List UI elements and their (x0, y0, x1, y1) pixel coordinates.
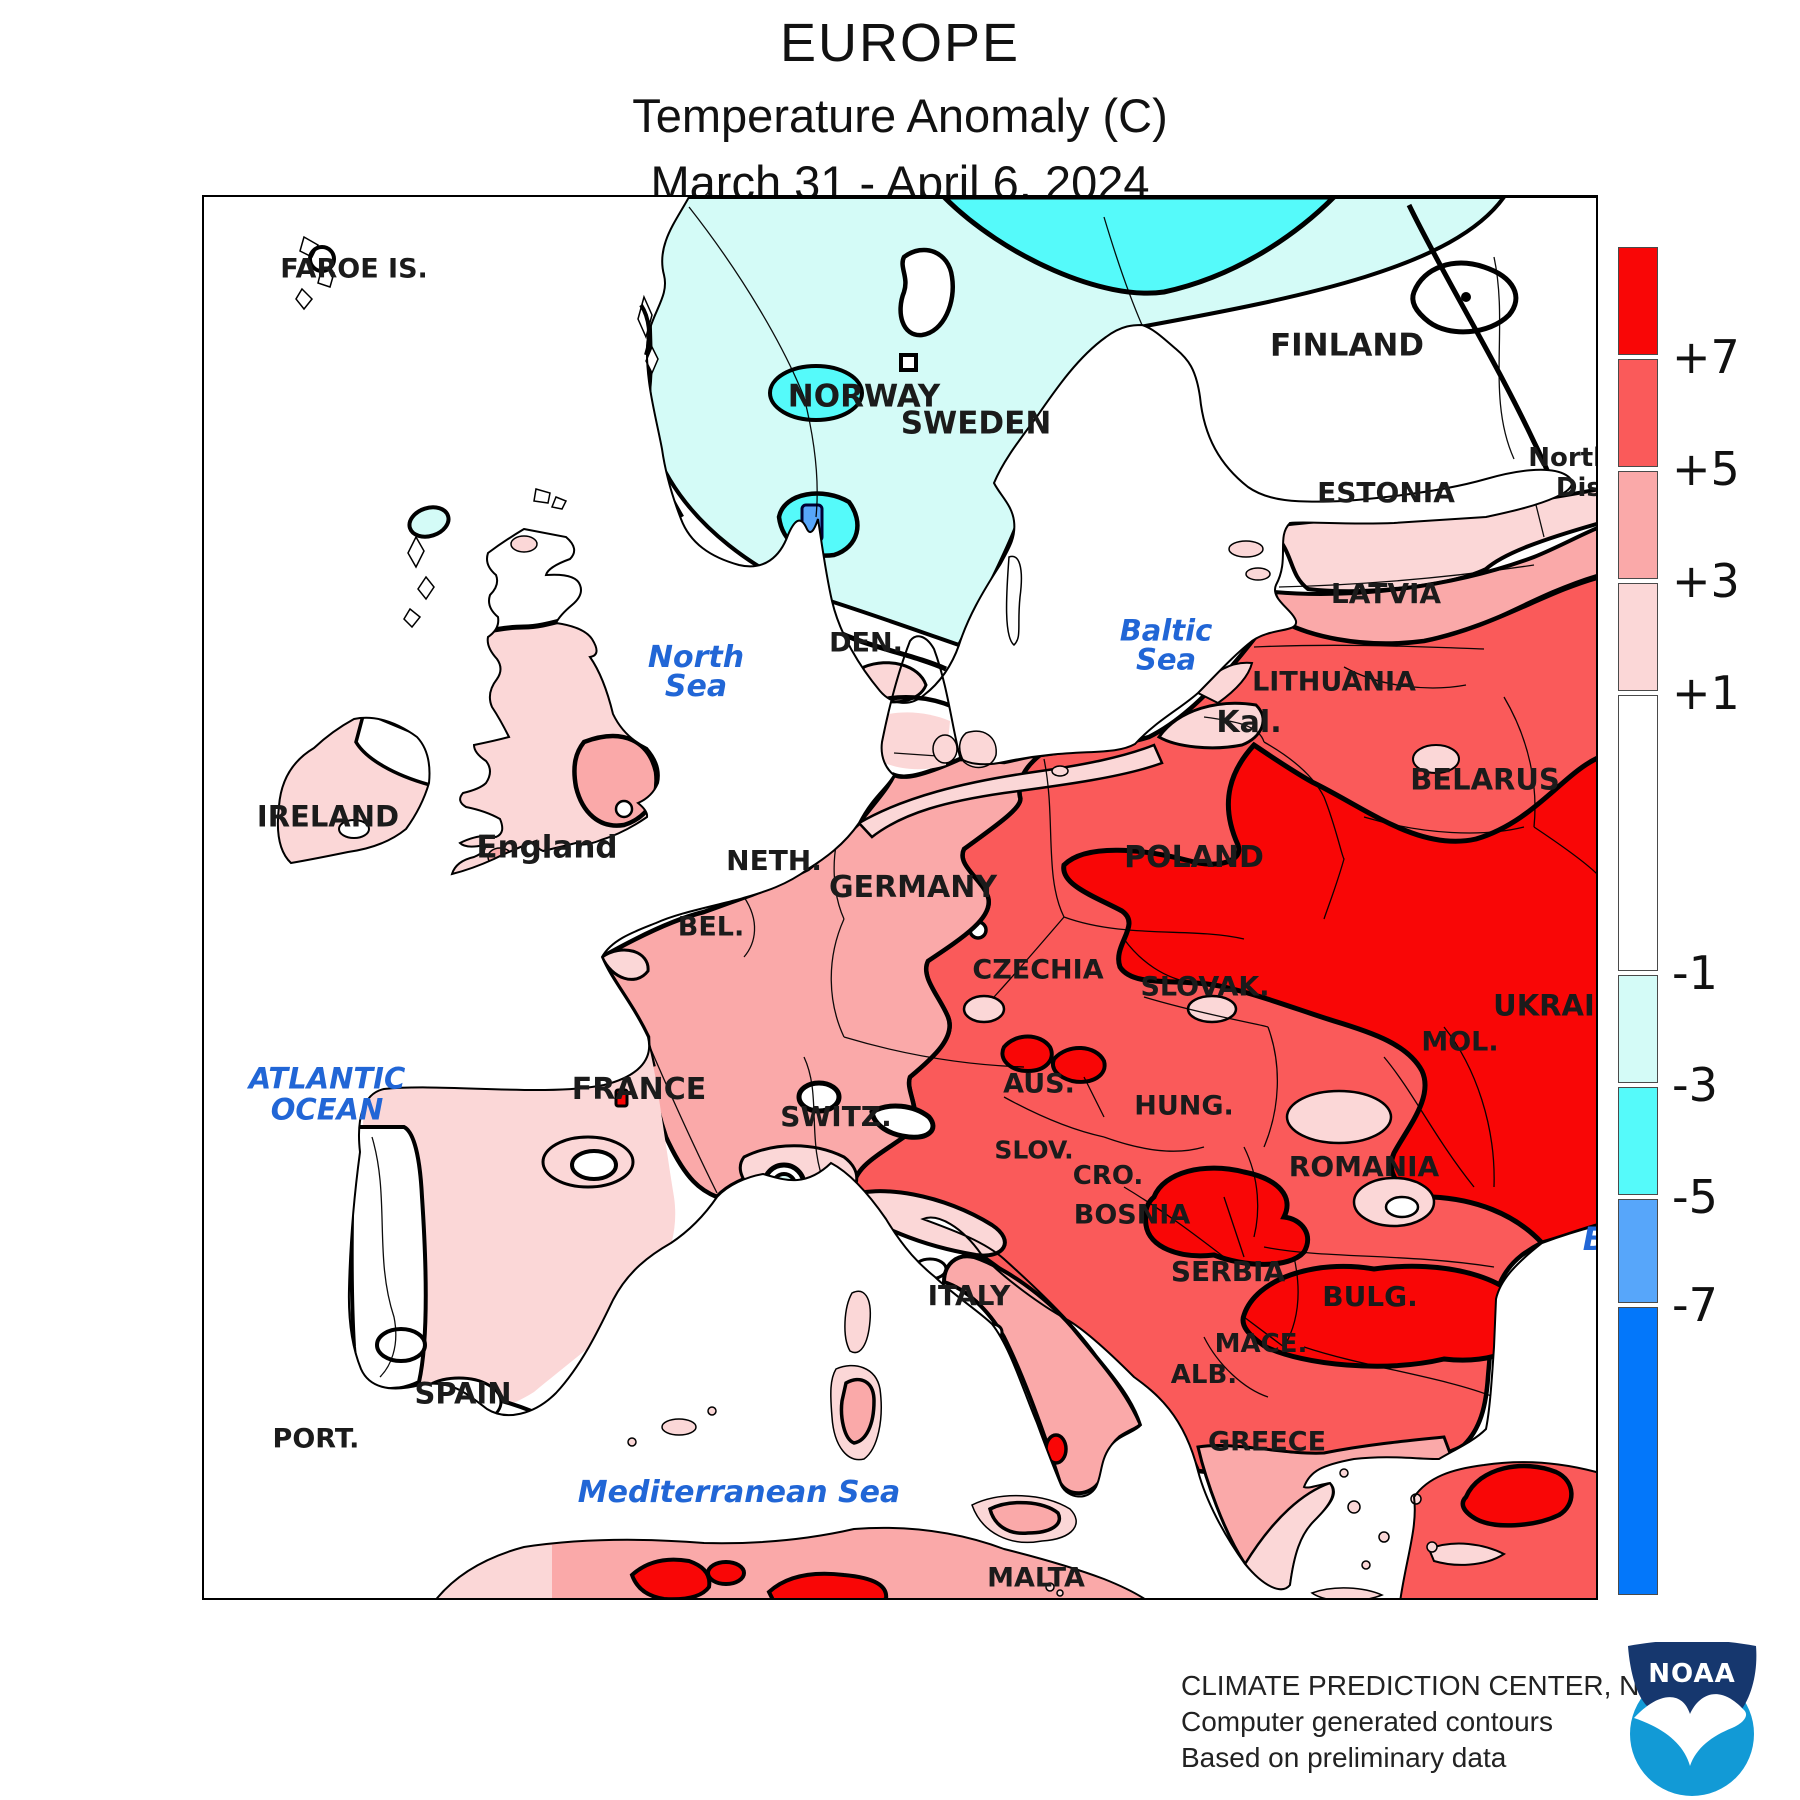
colorbar-swatch-4 (1618, 695, 1658, 971)
page-title: EUROPE (779, 13, 1021, 73)
colorbar-swatch-5 (1618, 975, 1658, 1083)
noaa-logo: NOAA (1628, 1642, 1757, 1796)
credits-line-1: CLIMATE PREDICTION CENTER, NOAA (1181, 1670, 1699, 1701)
anatolia-fills (1400, 1462, 1596, 1598)
colorbar-tick-minus5: -5 (1672, 1170, 1718, 1224)
colorbar-tick-plus1: +1 (1672, 666, 1740, 720)
title-block: EUROPE Temperature Anomaly (C) March 31 … (202, 0, 1598, 210)
colorbar-swatch-6 (1618, 1087, 1658, 1195)
colorbar-tick-plus7: +7 (1672, 330, 1740, 384)
europe-anomaly-map: FAROE IS.NORWAYSWEDENFINLANDESTONIANorth… (202, 195, 1598, 1600)
islands (295, 235, 1438, 1598)
colorbar-tick-minus1: -1 (1672, 946, 1718, 1000)
credits-line-2: Computer generated contours (1181, 1706, 1553, 1737)
map-graphic (276, 197, 1596, 1598)
britain-fills (452, 529, 659, 874)
colorbar-swatch-3 (1618, 583, 1658, 691)
mainland-fills (348, 197, 1596, 1590)
colorbar-swatch-7 (1618, 1199, 1658, 1303)
colorbar-tick-plus5: +5 (1672, 442, 1740, 496)
colorbar-tick-minus3: -3 (1672, 1058, 1718, 1112)
credits-line-3: Based on preliminary data (1181, 1742, 1507, 1773)
colorbar-swatch-2 (1618, 471, 1658, 579)
colorbar-swatch-0 (1618, 247, 1658, 355)
colorbar-swatch-1 (1618, 359, 1658, 467)
noaa-logo-text: NOAA (1648, 1659, 1735, 1689)
colorbar-swatch-8 (1618, 1307, 1658, 1595)
colorbar-tick-plus3: +3 (1672, 554, 1740, 608)
colorbar-tick-minus7: -7 (1672, 1278, 1718, 1332)
credits-block: CLIMATE PREDICTION CENTER, NOAA Computer… (1181, 1668, 1699, 1776)
page-subtitle: Temperature Anomaly (C) (632, 89, 1168, 142)
